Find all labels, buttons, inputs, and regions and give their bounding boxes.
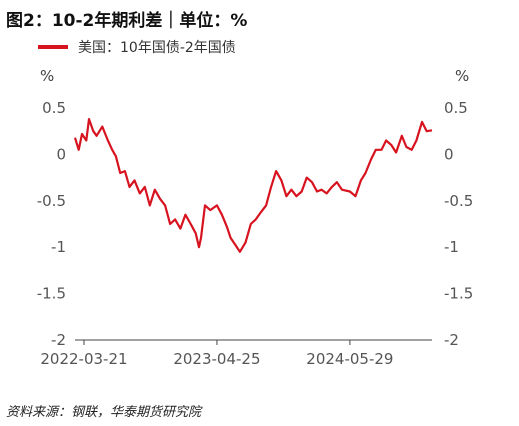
y-tick-label-right: -1 xyxy=(444,238,459,256)
x-tick-label: 2022-03-21 xyxy=(40,350,127,368)
y-tick-label-right: 0 xyxy=(444,145,454,163)
x-tick-label: 2023-04-25 xyxy=(173,350,260,368)
x-tick-label: 2024-05-29 xyxy=(306,350,393,368)
left-axis-unit: % xyxy=(40,67,55,85)
series-line xyxy=(73,117,433,253)
y-tick-label-right: 0.5 xyxy=(444,99,468,117)
chart-legend: 美国：10年国债-2年国债 xyxy=(38,37,236,57)
legend-swatch xyxy=(38,45,68,49)
y-tick-label-left: -1 xyxy=(51,238,66,256)
y-tick-label-right: -1.5 xyxy=(444,285,473,303)
y-tick-label-right: -0.5 xyxy=(444,192,473,210)
legend-label: 美国：10年国债-2年国债 xyxy=(78,40,236,56)
y-tick-label-left: -2 xyxy=(51,331,66,349)
y-tick-label-left: -0.5 xyxy=(37,192,66,210)
source-note: 资料来源：钢联，华泰期货研究院 xyxy=(6,405,202,420)
y-tick-label-left: -1.5 xyxy=(37,285,66,303)
right-axis-unit: % xyxy=(455,67,470,85)
y-tick-label-left: 0.5 xyxy=(42,99,66,117)
y-tick-label-left: 0 xyxy=(56,145,66,163)
chart-title: 图2：10-2年期利差｜单位：% xyxy=(6,11,248,31)
y-tick-label-right: -2 xyxy=(444,331,459,349)
